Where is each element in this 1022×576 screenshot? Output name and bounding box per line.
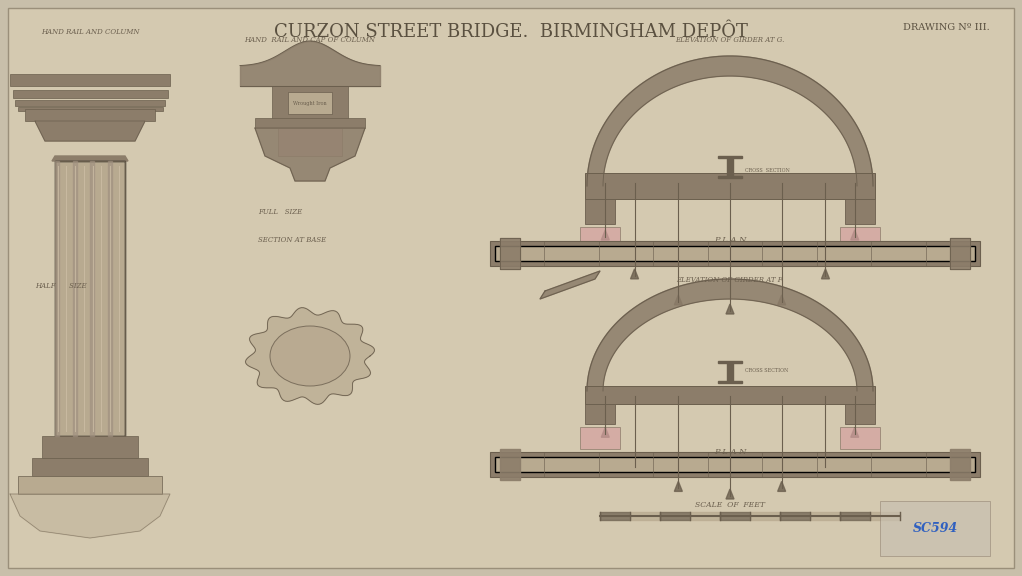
FancyBboxPatch shape xyxy=(585,173,875,199)
Polygon shape xyxy=(500,238,520,269)
Text: ELEVATION OF GIRDER AT F.: ELEVATION OF GIRDER AT F. xyxy=(677,276,784,284)
Polygon shape xyxy=(780,512,810,520)
FancyBboxPatch shape xyxy=(580,227,620,249)
Polygon shape xyxy=(601,427,609,437)
Text: SC594: SC594 xyxy=(913,521,958,535)
Polygon shape xyxy=(600,512,630,520)
Polygon shape xyxy=(630,512,660,520)
Polygon shape xyxy=(500,449,520,480)
FancyBboxPatch shape xyxy=(580,427,620,449)
Polygon shape xyxy=(726,304,734,314)
FancyBboxPatch shape xyxy=(585,199,615,224)
Polygon shape xyxy=(601,230,609,240)
Polygon shape xyxy=(55,161,59,436)
Polygon shape xyxy=(778,482,786,491)
Polygon shape xyxy=(726,489,734,499)
Polygon shape xyxy=(727,158,733,176)
Polygon shape xyxy=(73,161,77,436)
FancyBboxPatch shape xyxy=(495,457,975,472)
Text: SCALE  OF  FEET: SCALE OF FEET xyxy=(695,501,765,509)
Polygon shape xyxy=(540,271,600,299)
FancyBboxPatch shape xyxy=(845,199,875,224)
FancyBboxPatch shape xyxy=(288,92,332,114)
FancyBboxPatch shape xyxy=(256,118,365,128)
FancyBboxPatch shape xyxy=(585,386,875,404)
Text: CROSS SECTION: CROSS SECTION xyxy=(745,369,788,373)
Polygon shape xyxy=(950,449,970,480)
Polygon shape xyxy=(750,512,780,520)
Polygon shape xyxy=(810,512,840,520)
FancyBboxPatch shape xyxy=(840,227,880,249)
Polygon shape xyxy=(587,279,873,391)
FancyBboxPatch shape xyxy=(17,107,162,111)
FancyBboxPatch shape xyxy=(495,246,975,261)
Text: DRAWING Nº III.: DRAWING Nº III. xyxy=(903,23,990,32)
FancyBboxPatch shape xyxy=(272,86,349,121)
Text: HAND RAIL AND COLUMN: HAND RAIL AND COLUMN xyxy=(41,28,139,36)
Text: HAND  RAIL AND CAP OF COLUMN: HAND RAIL AND CAP OF COLUMN xyxy=(244,36,375,44)
Polygon shape xyxy=(52,156,128,161)
FancyBboxPatch shape xyxy=(845,404,875,424)
FancyBboxPatch shape xyxy=(585,404,615,424)
Text: CROSS  SECTION: CROSS SECTION xyxy=(745,169,790,173)
Polygon shape xyxy=(778,295,786,305)
FancyBboxPatch shape xyxy=(880,501,990,556)
FancyBboxPatch shape xyxy=(55,161,125,436)
Polygon shape xyxy=(631,460,639,469)
Text: ELEVATION OF GIRDER AT G.: ELEVATION OF GIRDER AT G. xyxy=(676,36,785,44)
Text: HALF      SIZE: HALF SIZE xyxy=(35,282,87,290)
FancyBboxPatch shape xyxy=(15,100,165,106)
FancyBboxPatch shape xyxy=(18,476,162,494)
Polygon shape xyxy=(840,512,870,520)
Polygon shape xyxy=(660,512,690,520)
FancyBboxPatch shape xyxy=(25,109,155,121)
Polygon shape xyxy=(822,269,830,279)
Polygon shape xyxy=(90,161,94,436)
FancyBboxPatch shape xyxy=(10,74,170,86)
Polygon shape xyxy=(631,269,639,279)
FancyBboxPatch shape xyxy=(8,8,1014,568)
Polygon shape xyxy=(245,308,374,404)
Polygon shape xyxy=(822,460,830,469)
Polygon shape xyxy=(718,156,742,158)
Polygon shape xyxy=(35,121,145,141)
Text: P L A N: P L A N xyxy=(713,448,746,456)
Text: Wrought Iron: Wrought Iron xyxy=(293,101,327,107)
Text: CURZON STREET BRIDGE.  BIRMINGHAM DEPÔT: CURZON STREET BRIDGE. BIRMINGHAM DEPÔT xyxy=(274,23,748,41)
Polygon shape xyxy=(950,238,970,269)
Polygon shape xyxy=(256,128,365,181)
FancyBboxPatch shape xyxy=(12,90,168,98)
Polygon shape xyxy=(10,494,170,538)
FancyBboxPatch shape xyxy=(42,436,138,458)
Polygon shape xyxy=(718,176,742,178)
Polygon shape xyxy=(107,161,111,436)
Polygon shape xyxy=(727,363,733,381)
Text: FULL   SIZE: FULL SIZE xyxy=(258,208,303,216)
Polygon shape xyxy=(721,512,750,520)
Polygon shape xyxy=(718,381,742,383)
Ellipse shape xyxy=(270,326,350,386)
FancyBboxPatch shape xyxy=(278,128,342,156)
Polygon shape xyxy=(850,427,858,437)
FancyBboxPatch shape xyxy=(490,241,980,266)
FancyBboxPatch shape xyxy=(490,452,980,477)
Polygon shape xyxy=(850,230,858,240)
Polygon shape xyxy=(690,512,721,520)
Text: SECTION AT BASE: SECTION AT BASE xyxy=(258,236,326,244)
Text: P L A N: P L A N xyxy=(713,236,746,244)
Polygon shape xyxy=(675,482,683,491)
Polygon shape xyxy=(587,56,873,186)
Polygon shape xyxy=(870,512,900,520)
FancyBboxPatch shape xyxy=(32,458,148,476)
FancyBboxPatch shape xyxy=(840,427,880,449)
Polygon shape xyxy=(718,361,742,363)
Polygon shape xyxy=(675,295,683,305)
